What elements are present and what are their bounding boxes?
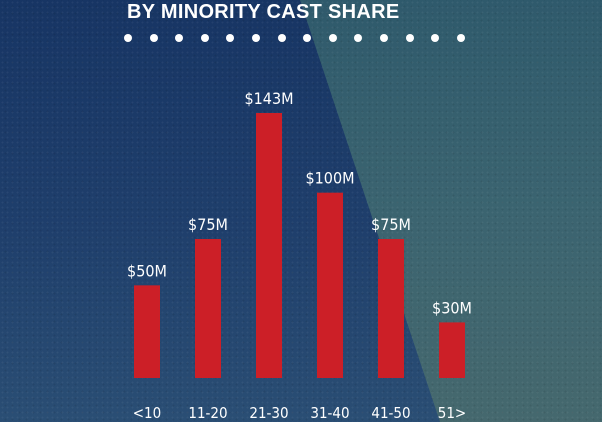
- divider-dot: [175, 34, 184, 42]
- bar-value-label: $30M: [432, 298, 472, 317]
- divider-dot: [380, 34, 388, 42]
- divider-dot: [252, 34, 260, 42]
- divider-dot: [456, 34, 465, 42]
- bar: [195, 239, 221, 378]
- bar: [439, 322, 465, 378]
- bar-value-label: $50M: [127, 261, 167, 280]
- bar-value-label: $75M: [371, 215, 411, 234]
- divider-dot: [354, 34, 363, 42]
- x-tick-label: 51>: [438, 404, 466, 422]
- x-tick-label: 11-20: [188, 404, 227, 422]
- divider-dot: [303, 34, 312, 42]
- divider-dot: [277, 34, 286, 42]
- x-tick-label: 31-40: [310, 404, 349, 422]
- x-tick-label: 21-30: [249, 404, 288, 422]
- bar: [256, 113, 282, 378]
- title-divider-dots: [124, 34, 484, 46]
- x-tick-label: <10: [133, 404, 161, 422]
- chart-title: BY MINORITY CAST SHARE: [127, 1, 400, 23]
- bar-value-label: $143M: [244, 89, 293, 108]
- x-tick-label: 41-50: [371, 404, 410, 422]
- divider-dot: [431, 34, 440, 42]
- bar: [378, 239, 404, 378]
- divider-dot: [200, 34, 209, 42]
- divider-dot: [226, 34, 235, 42]
- divider-dot: [124, 34, 132, 42]
- bar-value-label: $100M: [305, 169, 354, 188]
- divider-dot: [149, 34, 158, 42]
- bar: [134, 285, 160, 378]
- divider-dot: [405, 34, 414, 42]
- bar-value-label: $75M: [188, 215, 228, 234]
- divider-dot: [328, 34, 337, 42]
- bar: [317, 192, 343, 378]
